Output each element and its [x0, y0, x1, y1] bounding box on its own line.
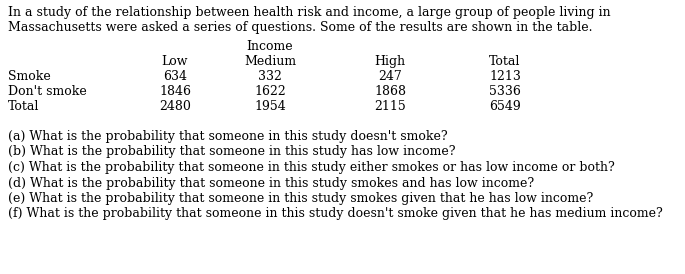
- Text: Don't smoke: Don't smoke: [8, 85, 87, 98]
- Text: (b) What is the probability that someone in this study has low income?: (b) What is the probability that someone…: [8, 145, 456, 158]
- Text: 1213: 1213: [489, 70, 521, 83]
- Text: Low: Low: [162, 55, 188, 68]
- Text: 2115: 2115: [374, 100, 406, 113]
- Text: 5336: 5336: [489, 85, 521, 98]
- Text: Medium: Medium: [244, 55, 296, 68]
- Text: 1868: 1868: [374, 85, 406, 98]
- Text: 332: 332: [258, 70, 282, 83]
- Text: Massachusetts were asked a series of questions. Some of the results are shown in: Massachusetts were asked a series of que…: [8, 21, 593, 34]
- Text: Income: Income: [247, 40, 293, 53]
- Text: 1954: 1954: [254, 100, 286, 113]
- Text: Smoke: Smoke: [8, 70, 51, 83]
- Text: 634: 634: [163, 70, 187, 83]
- Text: High: High: [375, 55, 406, 68]
- Text: Total: Total: [489, 55, 521, 68]
- Text: (a) What is the probability that someone in this study doesn't smoke?: (a) What is the probability that someone…: [8, 130, 447, 143]
- Text: 2480: 2480: [159, 100, 191, 113]
- Text: 1846: 1846: [159, 85, 191, 98]
- Text: Total: Total: [8, 100, 39, 113]
- Text: 1622: 1622: [254, 85, 286, 98]
- Text: (c) What is the probability that someone in this study either smokes or has low : (c) What is the probability that someone…: [8, 161, 614, 174]
- Text: 6549: 6549: [489, 100, 521, 113]
- Text: 247: 247: [378, 70, 402, 83]
- Text: (f) What is the probability that someone in this study doesn't smoke given that : (f) What is the probability that someone…: [8, 207, 663, 221]
- Text: (d) What is the probability that someone in this study smokes and has low income: (d) What is the probability that someone…: [8, 176, 534, 190]
- Text: (e) What is the probability that someone in this study smokes given that he has : (e) What is the probability that someone…: [8, 192, 593, 205]
- Text: In a study of the relationship between health risk and income, a large group of : In a study of the relationship between h…: [8, 6, 610, 19]
